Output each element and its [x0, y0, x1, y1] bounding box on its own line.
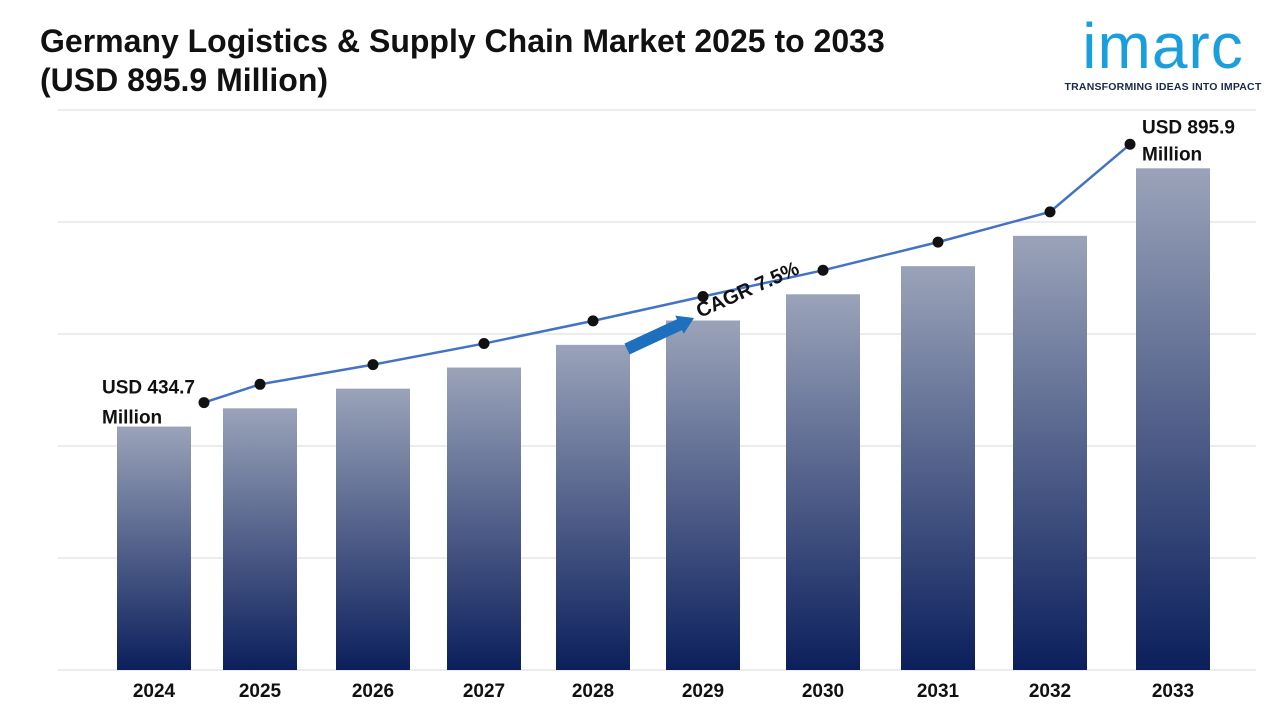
x-tick-label: 2024	[133, 681, 176, 702]
bars	[117, 168, 1210, 670]
x-tick-label: 2031	[917, 681, 960, 702]
bar	[1013, 235, 1087, 670]
line-marker	[1124, 138, 1136, 150]
line-marker	[817, 264, 829, 276]
line-marker	[587, 315, 599, 327]
bar	[556, 344, 630, 670]
bar	[1136, 168, 1210, 670]
x-tick-label: 2025	[239, 681, 282, 702]
bar	[447, 367, 521, 670]
cagr-arrow	[624, 315, 694, 355]
bar	[336, 388, 410, 670]
chart-title: Germany Logistics & Supply Chain Market …	[40, 22, 1050, 100]
x-tick-label: 2026	[352, 681, 394, 702]
x-tick-label: 2029	[682, 681, 724, 702]
chart-title-line1: Germany Logistics & Supply Chain Market …	[40, 23, 885, 59]
x-tick-label: 2028	[572, 681, 614, 702]
start-value-label-line: Million	[102, 408, 162, 429]
x-tick-label: 2032	[1029, 681, 1071, 702]
x-tick-label: 2033	[1152, 681, 1194, 702]
start-value-label-line: USD 434.7	[102, 378, 195, 399]
cagr-arrow-shape	[624, 315, 694, 355]
trend-line-path	[203, 143, 1131, 404]
x-tick-label: 2027	[463, 681, 505, 702]
bar	[223, 408, 297, 670]
end-value-label-line: USD 895.9	[1142, 117, 1235, 138]
bar	[901, 266, 975, 670]
bar	[117, 426, 191, 670]
line-marker	[478, 338, 490, 350]
line-marker	[1044, 206, 1056, 218]
logo-wordmark: imarc	[1082, 10, 1244, 82]
x-tick-label: 2030	[802, 681, 844, 702]
end-value-label: USD 895.9 Million	[1142, 117, 1235, 165]
start-value-label: USD 434.7 Million	[102, 378, 195, 429]
line-marker	[932, 236, 944, 248]
line-marker	[697, 291, 709, 303]
line-marker	[367, 359, 379, 371]
bar	[666, 320, 740, 670]
imarc-logo: imarc TRANSFORMING IDEAS INTO IMPACT	[1058, 8, 1268, 100]
line-marker	[198, 397, 210, 409]
trend-line	[198, 138, 1136, 409]
end-value-label-line: Million	[1142, 144, 1202, 165]
line-marker	[254, 378, 266, 390]
bar	[786, 294, 860, 670]
logo-tagline: TRANSFORMING IDEAS INTO IMPACT	[1064, 81, 1262, 93]
chart-title-line2: (USD 895.9 Million)	[40, 62, 329, 98]
